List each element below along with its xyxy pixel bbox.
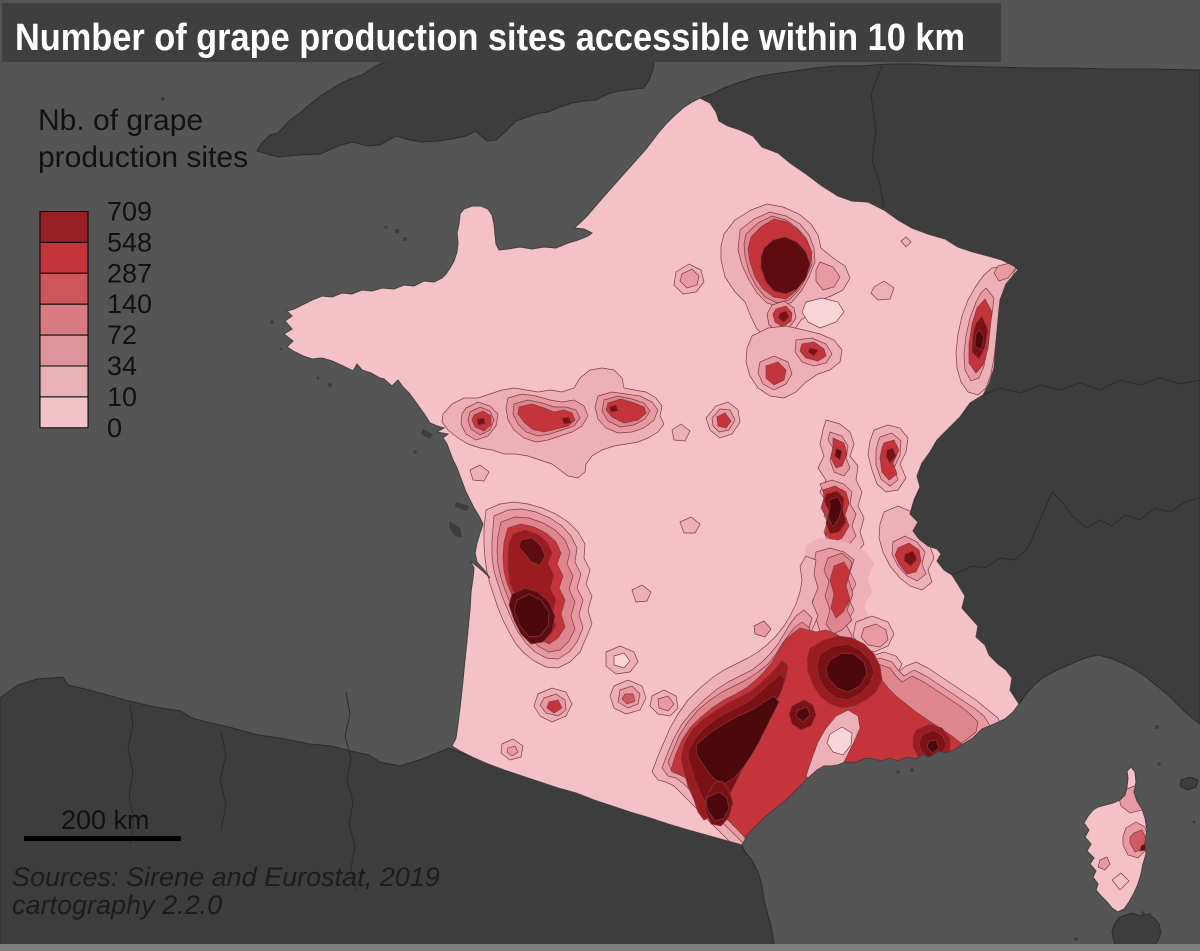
svg-text:cartography 2.2.0: cartography 2.2.0 xyxy=(12,890,222,920)
svg-text:Number of grape production sit: Number of grape production sites accessi… xyxy=(15,17,965,59)
svg-text:production sites: production sites xyxy=(38,141,248,174)
svg-text:140: 140 xyxy=(107,289,152,319)
svg-text:200 km: 200 km xyxy=(61,805,150,835)
svg-text:10: 10 xyxy=(107,382,137,412)
svg-text:0: 0 xyxy=(107,413,122,443)
svg-text:Nb. of grape: Nb. of grape xyxy=(38,104,203,137)
svg-text:287: 287 xyxy=(107,258,152,288)
svg-text:72: 72 xyxy=(107,320,137,350)
svg-text:Sources: Sirene and Eurostat,: Sources: Sirene and Eurostat, 2019 xyxy=(12,862,440,892)
svg-text:548: 548 xyxy=(107,227,152,257)
svg-text:34: 34 xyxy=(107,351,137,381)
svg-text:709: 709 xyxy=(107,197,152,227)
